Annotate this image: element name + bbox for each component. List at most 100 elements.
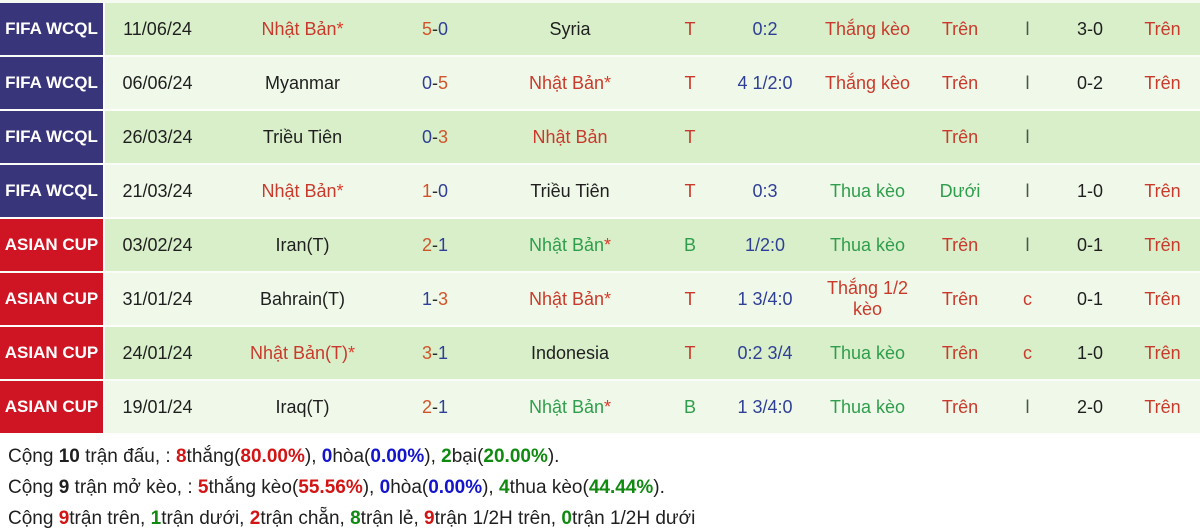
ht-over-under: Trên xyxy=(1144,180,1181,201)
handicap-result: Thua kèo xyxy=(829,396,906,417)
match-score: 3-1 xyxy=(395,327,475,379)
ht-score: 3-0 xyxy=(1076,18,1103,39)
summary-segment: 0 xyxy=(321,446,333,467)
team-star: * xyxy=(348,342,356,363)
team-name: Indonesia xyxy=(530,342,610,363)
match-date: 06/06/24 xyxy=(122,72,193,93)
over-under-result: Dưới xyxy=(939,180,981,201)
home-score: 2 xyxy=(421,396,432,417)
summary-segment: 44.44% xyxy=(588,477,654,498)
handicap-odds: 0:2 xyxy=(752,18,778,39)
summary-segment: 0 xyxy=(379,477,391,498)
handicap-odds: 0:2 3/4 xyxy=(737,342,793,363)
home-team: Nhật Bản * xyxy=(210,3,395,55)
competition-badge-line: FIFA WCQ xyxy=(5,73,88,93)
competition-badge-line: FIFA WCQ xyxy=(5,181,88,201)
odd-even-result: l xyxy=(1025,180,1030,201)
summary-segment: 0 xyxy=(561,508,572,529)
match-score: 0-5 xyxy=(395,57,475,109)
ht-over-under: Trên xyxy=(1144,234,1181,255)
team-name: Nhật Bản xyxy=(261,18,337,39)
handicap-result: Thua kèo xyxy=(829,180,906,201)
home-team: Nhật Bản(T) * xyxy=(210,327,395,379)
score-dash: - xyxy=(432,18,438,39)
home-score: 0 xyxy=(421,126,432,147)
competition-badge-line: L xyxy=(87,127,98,147)
team-name: Nhật Bản xyxy=(528,72,605,93)
team-name: Nhật Bản xyxy=(528,234,605,255)
away-score: 3 xyxy=(438,288,449,309)
team-name: Iran(T) xyxy=(275,234,330,255)
score-dash: - xyxy=(432,126,438,147)
competition-badge-line: FIFA WCQ xyxy=(5,127,88,147)
competition-badge: FIFA WCQ L xyxy=(0,111,105,163)
ht-over-under: Trên xyxy=(1144,72,1181,93)
away-team: Nhật Bản * xyxy=(475,273,665,325)
team-star: * xyxy=(336,180,344,201)
summary-segment: trận lẻ, xyxy=(360,508,425,529)
away-team: Nhật Bản * xyxy=(475,381,665,433)
ht-score: 1-0 xyxy=(1076,342,1103,363)
summary-segment: 20.00% xyxy=(483,446,548,467)
odd-even-result: l xyxy=(1025,234,1030,255)
ht-over-under: Trên xyxy=(1144,288,1181,309)
match-score: 5-0 xyxy=(395,3,475,55)
match-row: ASIAN CU P 31/01/24 Bahrain(T) 1-3 Nhật Bản * T… xyxy=(0,273,1200,327)
over-under-result: Trên xyxy=(941,288,979,309)
summary-segment: trận dưới, xyxy=(161,508,250,529)
summary-segment: Cộng xyxy=(8,508,59,529)
summary-segment: 80.00% xyxy=(240,446,305,467)
match-row: ASIAN CU P 19/01/24 Iraq(T) 2-1 Nhật Bản * B 1 3… xyxy=(0,381,1200,435)
competition-badge-line: L xyxy=(87,73,98,93)
match-date: 26/03/24 xyxy=(122,126,193,147)
score-dash: - xyxy=(432,342,438,363)
summary-segment: 55.56% xyxy=(298,477,363,498)
away-team: Triều Tiên xyxy=(475,165,665,217)
summary-segment: trận chẵn, xyxy=(260,508,351,529)
summary-segment: 2 xyxy=(249,508,261,529)
handicap-odds: 1/2:0 xyxy=(744,234,786,255)
ht-score: 1-0 xyxy=(1076,180,1103,201)
home-score: 3 xyxy=(421,342,432,363)
team-name: Myanmar xyxy=(264,72,340,93)
result-letter: B xyxy=(683,396,696,417)
match-date: 19/01/24 xyxy=(122,396,193,417)
handicap-result: Thắng kèo xyxy=(824,18,911,39)
competition-badge-line: P xyxy=(86,397,99,417)
summary-segment: 4 xyxy=(499,477,510,498)
competition-badge-line: ASIAN CU xyxy=(4,343,87,363)
away-team: Nhật Bản xyxy=(475,111,665,163)
away-score: 5 xyxy=(438,72,449,93)
competition-badge: ASIAN CU P xyxy=(0,381,105,433)
over-under-result: Trên xyxy=(941,18,979,39)
team-name: Nhật Bản(T) xyxy=(249,342,349,363)
summary-segment: 2 xyxy=(441,446,452,467)
away-team: Nhật Bản * xyxy=(475,219,665,271)
away-team: Indonesia xyxy=(475,327,665,379)
team-name: Triều Tiên xyxy=(262,126,343,147)
summary-segment: 9 xyxy=(424,508,435,529)
summary-segment: 0.00% xyxy=(370,446,425,467)
competition-badge-line: P xyxy=(86,289,99,309)
match-row: FIFA WCQ L 11/06/24 Nhật Bản * 5-0 Syria T 0:2 Th… xyxy=(0,3,1200,57)
result-letter: T xyxy=(684,342,696,363)
match-row: FIFA WCQ L 21/03/24 Nhật Bản * 1-0 Triều Tiên T… xyxy=(0,165,1200,219)
summary-segment: ). xyxy=(653,477,665,498)
ht-score: 0-1 xyxy=(1076,234,1103,255)
away-score: 1 xyxy=(438,234,449,255)
home-team: Iran(T) xyxy=(210,219,395,271)
summary-segment: hòa( xyxy=(390,477,429,498)
score-dash: - xyxy=(432,288,438,309)
score-dash: - xyxy=(432,72,438,93)
handicap-result: Thắng kèo xyxy=(824,72,911,93)
match-row: ASIAN CU P 03/02/24 Iran(T) 2-1 Nhật Bản * B 1/2… xyxy=(0,219,1200,273)
over-under-result: Trên xyxy=(941,72,979,93)
competition-badge: ASIAN CU P xyxy=(0,273,105,325)
handicap-odds: 4 1/2:0 xyxy=(737,72,793,93)
home-score: 5 xyxy=(421,18,432,39)
odd-even-result: l xyxy=(1025,18,1030,39)
competition-badge: FIFA WCQ L xyxy=(0,3,105,55)
result-letter: T xyxy=(684,180,696,201)
team-name: Nhật Bản xyxy=(528,396,605,417)
